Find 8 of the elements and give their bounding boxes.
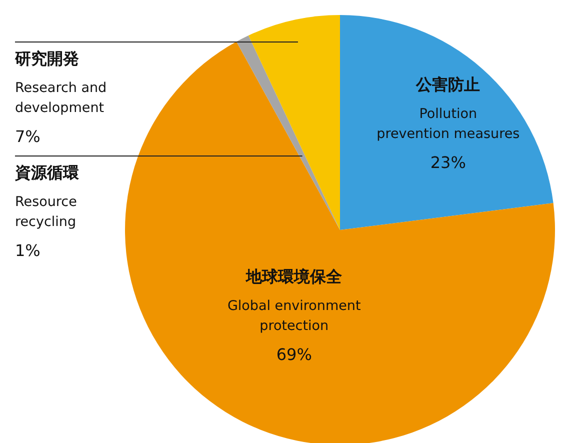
data-label: 23% [430,153,466,172]
slice-label: 研究開発 Research and development [14,49,107,116]
slice-label: 地球環境保全 Global environment protection [227,267,361,334]
data-label: 69% [276,345,312,364]
slice-label: 公害防止 Pollution prevention measures [376,75,520,142]
data-label: 7% [15,127,40,146]
data-label: 1% [15,241,40,260]
slice-label: 資源循環 Resource recycling [14,163,80,230]
